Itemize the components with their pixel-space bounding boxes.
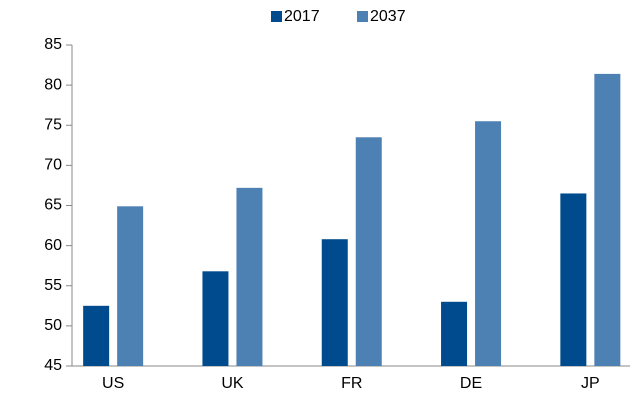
legend-label: 2037 (370, 8, 406, 25)
legend-swatch (271, 11, 282, 22)
bar (475, 121, 502, 366)
legend-label: 2017 (284, 8, 320, 25)
bar (441, 301, 468, 366)
x-tick-label: UK (221, 375, 244, 392)
bar (202, 271, 229, 366)
bar (236, 187, 263, 366)
bar (83, 305, 110, 366)
y-tick-label: 70 (44, 157, 62, 174)
bar (594, 73, 621, 366)
bar (355, 137, 382, 366)
x-tick-label: DE (460, 375, 482, 392)
legend-swatch (357, 11, 368, 22)
y-tick-label: 65 (44, 197, 62, 214)
y-tick-label: 80 (44, 76, 62, 93)
bar (560, 193, 587, 366)
y-tick-label: 55 (44, 277, 62, 294)
x-tick-label: FR (341, 375, 362, 392)
y-tick-label: 60 (44, 237, 62, 254)
x-tick-label: US (102, 375, 124, 392)
bar (117, 206, 144, 366)
y-tick-label: 75 (44, 116, 62, 133)
y-tick-label: 50 (44, 317, 62, 334)
bar (321, 239, 348, 366)
x-tick-label: JP (581, 375, 600, 392)
y-tick-label: 85 (44, 36, 62, 53)
y-tick-label: 45 (44, 357, 62, 374)
